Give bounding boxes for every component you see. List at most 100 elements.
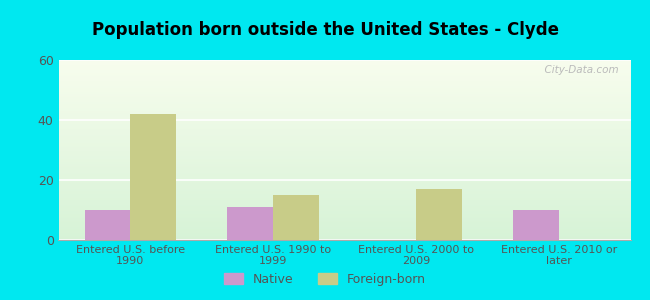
Bar	[84, 210, 130, 240]
Bar	[58, 182, 630, 183]
Bar	[58, 198, 630, 199]
Bar	[58, 105, 630, 106]
Bar	[58, 123, 630, 124]
Bar	[58, 86, 630, 87]
Bar	[58, 176, 630, 177]
Bar	[58, 79, 630, 80]
Bar	[58, 172, 630, 173]
Bar	[58, 165, 630, 166]
Bar	[58, 101, 630, 102]
Bar	[58, 140, 630, 141]
Bar	[58, 228, 630, 229]
Bar	[58, 92, 630, 93]
Bar	[58, 148, 630, 149]
Bar	[58, 200, 630, 201]
Bar	[58, 202, 630, 203]
Bar	[58, 110, 630, 111]
Bar	[58, 117, 630, 118]
Bar	[58, 232, 630, 233]
Bar	[58, 191, 630, 192]
Bar	[58, 100, 630, 101]
Bar	[58, 178, 630, 179]
Bar	[58, 122, 630, 123]
Bar	[58, 81, 630, 82]
Bar	[58, 113, 630, 114]
Bar	[58, 161, 630, 162]
Bar	[58, 171, 630, 172]
Bar	[58, 115, 630, 116]
Bar	[58, 163, 630, 164]
Bar	[58, 100, 630, 101]
Bar	[58, 109, 630, 110]
Bar	[58, 137, 630, 138]
Bar	[58, 76, 630, 77]
Bar	[58, 237, 630, 238]
Bar	[58, 223, 630, 224]
Bar	[58, 89, 630, 90]
Bar	[58, 230, 630, 231]
Bar	[58, 167, 630, 168]
Bar	[58, 134, 630, 135]
Bar	[58, 151, 630, 152]
Bar	[58, 205, 630, 206]
Bar	[58, 139, 630, 140]
Bar	[58, 65, 630, 66]
Bar	[58, 124, 630, 125]
Bar	[58, 164, 630, 165]
Bar	[58, 121, 630, 122]
Bar	[58, 75, 630, 76]
Bar	[58, 111, 630, 112]
Bar	[58, 83, 630, 84]
Bar	[58, 102, 630, 103]
Bar	[58, 66, 630, 67]
Bar	[58, 224, 630, 225]
Bar	[58, 216, 630, 217]
Bar	[58, 213, 630, 214]
Bar	[58, 229, 630, 230]
Bar	[58, 130, 630, 131]
Legend: Native, Foreign-born: Native, Foreign-born	[219, 268, 431, 291]
Bar	[58, 211, 630, 212]
Bar	[58, 63, 630, 64]
Bar	[58, 196, 630, 197]
Bar	[58, 72, 630, 73]
Bar	[58, 136, 630, 137]
Bar	[58, 82, 630, 83]
Bar	[58, 188, 630, 189]
Bar	[58, 153, 630, 154]
Bar	[58, 91, 630, 92]
Bar	[58, 141, 630, 142]
Bar	[58, 209, 630, 210]
Bar	[58, 193, 630, 194]
Bar	[227, 207, 273, 240]
Bar	[58, 210, 630, 211]
Bar	[58, 64, 630, 65]
Bar	[58, 154, 630, 155]
Bar	[58, 207, 630, 208]
Bar	[58, 221, 630, 222]
Bar	[58, 152, 630, 153]
Bar	[58, 236, 630, 237]
Bar	[58, 68, 630, 69]
Bar	[58, 85, 630, 86]
Bar	[58, 183, 630, 184]
Bar	[58, 208, 630, 209]
Bar	[58, 160, 630, 161]
Bar	[58, 97, 630, 98]
Bar	[130, 114, 176, 240]
Bar	[58, 170, 630, 171]
Bar	[58, 184, 630, 185]
Bar	[58, 87, 630, 88]
Bar	[58, 218, 630, 219]
Bar	[58, 143, 630, 144]
Bar	[58, 133, 630, 134]
Bar	[58, 175, 630, 176]
Bar	[58, 70, 630, 71]
Bar	[58, 80, 630, 81]
Bar	[58, 118, 630, 119]
Bar	[58, 108, 630, 109]
Bar	[58, 190, 630, 191]
Bar	[58, 142, 630, 143]
Bar	[58, 173, 630, 174]
Bar	[58, 67, 630, 68]
